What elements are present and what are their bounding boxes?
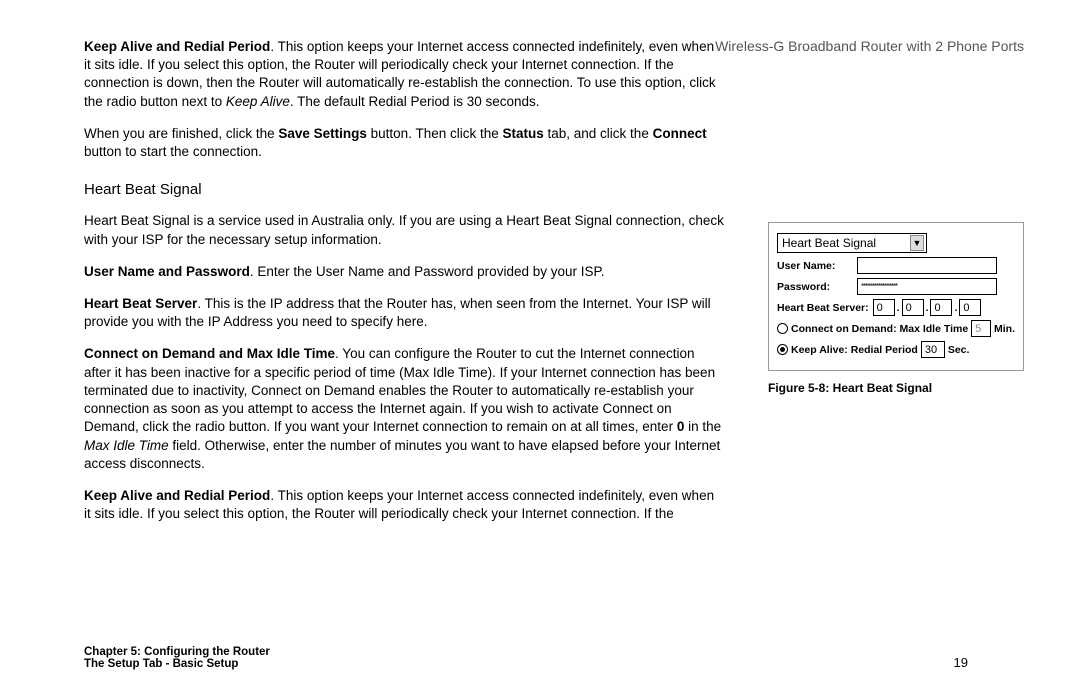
para-keep-alive-2: Keep Alive and Redial Period. This optio… [84,487,724,523]
bold-save-settings: Save Settings [278,126,367,141]
main-column: Keep Alive and Redial Period. This optio… [84,38,724,537]
text: button. Then click the [367,126,503,141]
text: . Enter the User Name and Password provi… [250,264,605,279]
connect-on-demand-radio[interactable] [777,323,788,334]
ip-octet-1-input[interactable]: 0 [873,299,895,316]
text: . The default Redial Period is 30 second… [290,94,540,109]
para-cod: Connect on Demand and Max Idle Time. You… [84,345,724,473]
para-hbs-intro: Heart Beat Signal is a service used in A… [84,212,724,248]
dot-icon: . [926,302,929,314]
dropdown-value: Heart Beat Signal [782,236,876,250]
ip-octet-4-input[interactable]: 0 [959,299,981,316]
ka-unit: Sec. [948,344,970,356]
bold-user-pass: User Name and Password [84,264,250,279]
para-save-settings: When you are finished, click the Save Se… [84,125,724,161]
heading-heart-beat-signal: Heart Beat Signal [84,181,724,198]
dot-icon: . [954,302,957,314]
server-row: Heart Beat Server: 0 . 0 . 0 . 0 [777,299,1015,316]
password-row: Password: ***************** [777,278,1015,295]
bold-cod: Connect on Demand and Max Idle Time [84,346,335,361]
figure-heart-beat-signal: Heart Beat Signal ▼ User Name: Password:… [768,222,1024,371]
bold-connect: Connect [653,126,707,141]
keep-alive-row: Keep Alive: Redial Period 30 Sec. [777,341,1015,358]
para-keep-alive: Keep Alive and Redial Period. This optio… [84,38,724,111]
para-user-pass: User Name and Password. Enter the User N… [84,263,724,281]
keep-alive-radio[interactable] [777,344,788,355]
password-input[interactable]: ***************** [857,278,997,295]
ip-octet-2-input[interactable]: 0 [902,299,924,316]
connection-type-dropdown[interactable]: Heart Beat Signal ▼ [777,233,927,253]
ip-octet-3-input[interactable]: 0 [930,299,952,316]
cod-row: Connect on Demand: Max Idle Time 5 Min. [777,320,1015,337]
bold-keep-alive-2: Keep Alive and Redial Period [84,488,270,503]
text: button to start the connection. [84,144,262,159]
radio-selected-icon [780,347,785,352]
italic-keep-alive: Keep Alive [226,94,290,109]
chevron-down-icon: ▼ [910,235,924,251]
footer-section: The Setup Tab - Basic Setup [84,658,1024,670]
ka-label: Keep Alive: Redial Period [791,344,918,356]
cod-unit: Min. [994,323,1015,335]
max-idle-time-input[interactable]: 5 [971,320,991,337]
figure-caption: Figure 5-8: Heart Beat Signal [768,381,1024,395]
dot-icon: . [897,302,900,314]
text: field. Otherwise, enter the number of mi… [84,438,720,471]
redial-period-input[interactable]: 30 [921,341,945,358]
cod-label: Connect on Demand: Max Idle Time [791,323,968,335]
text: tab, and click the [544,126,653,141]
italic-max-idle: Max Idle Time [84,438,169,453]
dropdown-row: Heart Beat Signal ▼ [777,233,1015,253]
footer-chapter: Chapter 5: Configuring the Router [84,646,1024,658]
page-footer: Chapter 5: Configuring the Router The Se… [84,646,1024,670]
password-label: Password: [777,281,857,293]
username-input[interactable] [857,257,997,274]
username-label: User Name: [777,260,857,272]
server-label: Heart Beat Server: [777,302,869,314]
bold-keep-alive: Keep Alive and Redial Period [84,39,270,54]
page-number: 19 [954,655,968,670]
text: in the [684,419,721,434]
text: When you are finished, click the [84,126,278,141]
figure-column: Heart Beat Signal ▼ User Name: Password:… [768,222,1024,395]
bold-hbs-server: Heart Beat Server [84,296,197,311]
para-hbs-server: Heart Beat Server. This is the IP addres… [84,295,724,331]
username-row: User Name: [777,257,1015,274]
bold-status: Status [503,126,544,141]
